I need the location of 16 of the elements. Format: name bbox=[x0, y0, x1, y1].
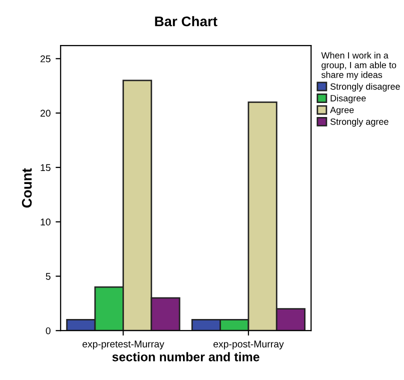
legend-label: Agree bbox=[330, 106, 354, 115]
y-tick-label: 15 bbox=[40, 164, 50, 172]
chart-title: Bar Chart bbox=[155, 16, 218, 26]
y-tick-label: 25 bbox=[40, 55, 50, 62]
legend-label: Strongly agree bbox=[330, 118, 388, 127]
x-tick-label: exp-post-Murray bbox=[213, 340, 284, 350]
legend-label: Disagree bbox=[330, 94, 366, 104]
x-axis-title: section number and time bbox=[112, 352, 260, 362]
legend-label: Strongly disagree bbox=[330, 83, 400, 92]
legend-title: When I work in a group, I am able to share my ideas bbox=[321, 52, 396, 80]
y-tick-label: 5 bbox=[46, 273, 50, 280]
y-axis-title: Count bbox=[22, 168, 32, 208]
y-tick-label: 0 bbox=[46, 327, 50, 334]
y-tick-label: 20 bbox=[40, 110, 50, 117]
x-tick-label: exp-pretest-Murray bbox=[82, 340, 164, 350]
y-tick-label: 10 bbox=[40, 218, 50, 226]
